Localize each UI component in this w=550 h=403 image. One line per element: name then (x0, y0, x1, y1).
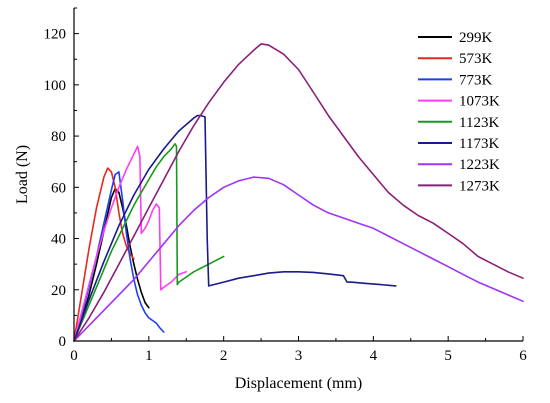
x-tick-label: 4 (370, 348, 378, 364)
y-tick-label: 40 (51, 232, 66, 248)
y-tick-label: 60 (51, 180, 66, 196)
y-tick-label: 80 (51, 129, 66, 145)
y-axis-title: Load (N) (14, 145, 31, 204)
series-line-1173k (73, 114, 397, 342)
series-line-1273k (73, 43, 524, 342)
series-lines (73, 43, 524, 342)
x-tick-label: 3 (295, 348, 303, 364)
legend-label-1123k: 1123K (459, 115, 499, 131)
y-tick-label: 20 (51, 283, 66, 299)
legend-label-1173k: 1173K (459, 136, 499, 152)
legend-label-1073k: 1073K (459, 94, 500, 110)
x-tick-label: 1 (145, 348, 153, 364)
y-tick-label: 120 (44, 27, 67, 43)
series-line-1073k (73, 145, 188, 342)
legend-label-773k: 773K (459, 72, 493, 88)
legend-label-1223k: 1223K (459, 157, 500, 173)
x-tick-label: 2 (220, 348, 228, 364)
x-tick-label: 6 (519, 348, 527, 364)
x-tick-label: 5 (444, 348, 452, 364)
series-line-299k (73, 187, 150, 342)
legend-label-573k: 573K (459, 51, 493, 67)
legend-label-1273k: 1273K (459, 178, 500, 194)
legend: 299K 573K 773K 1073K 1123K 1173K 1223K 1273K (418, 30, 500, 194)
series-line-1123k (73, 143, 225, 342)
y-tick-label: 0 (59, 334, 67, 350)
series-line-1223k (73, 176, 524, 342)
x-tick-label: 0 (70, 348, 78, 364)
x-axis-title: Displacement (mm) (235, 375, 363, 392)
series-line-573k (73, 167, 135, 342)
legend-label-299k: 299K (459, 30, 493, 46)
y-tick-label: 100 (44, 78, 67, 94)
